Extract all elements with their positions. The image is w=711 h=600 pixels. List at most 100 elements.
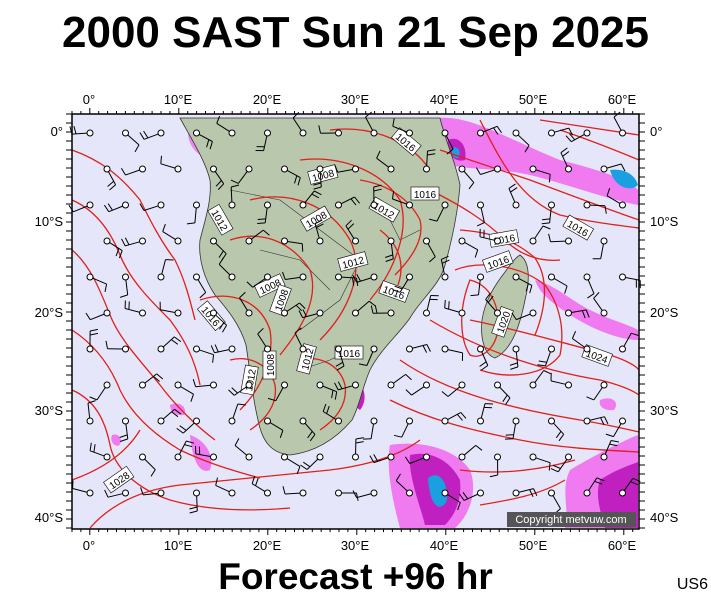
wind-barb (440, 255, 450, 281)
wind-barb (85, 309, 111, 321)
wind-barb (195, 445, 217, 461)
wind-barb (592, 237, 608, 260)
wind-barb (358, 345, 378, 366)
wind-barb (281, 237, 304, 252)
wind-barb (318, 125, 342, 137)
wind-barb (583, 477, 605, 497)
wind-barb (139, 373, 164, 389)
lon-label-top: 60°E (608, 92, 637, 107)
lon-label-bottom: 0° (83, 538, 95, 553)
wind-barb (504, 417, 520, 440)
wind-barb (476, 201, 485, 227)
wind-barb (477, 125, 503, 137)
wind-barb (370, 305, 395, 317)
wind-barb (509, 345, 520, 370)
wind-barb (352, 273, 378, 283)
lon-label-bottom: 10°E (164, 538, 193, 553)
wind-barb (470, 273, 484, 297)
wind-barb (600, 440, 619, 461)
wind-barb (550, 453, 572, 473)
wind-barb (583, 201, 607, 214)
wind-barb (139, 201, 165, 211)
wind-barb (593, 292, 608, 317)
lon-label-top: 20°E (253, 92, 282, 107)
lat-label-left: 40°S (35, 510, 64, 525)
wind-barb (619, 273, 641, 289)
wind-barb (335, 345, 345, 371)
wind-barb (86, 400, 96, 425)
wind-barb (234, 438, 253, 461)
wind-barb (352, 300, 376, 317)
wind-barb (458, 237, 479, 258)
wind-barb (619, 332, 639, 353)
wind-barb (529, 370, 552, 389)
lat-label-right: 0° (650, 124, 662, 139)
wind-barbs (68, 111, 641, 515)
lat-label-left: 0° (51, 124, 63, 139)
wind-barb (157, 408, 182, 425)
wind-barb (159, 301, 182, 317)
lon-label-bottom: 60°E (608, 538, 637, 553)
wind-barb (174, 440, 195, 461)
wind-barb (124, 300, 146, 317)
wind-barb (385, 237, 395, 262)
wind-barb (458, 445, 483, 461)
wind-barb (458, 165, 475, 190)
wind-barb (298, 309, 324, 319)
wind-barb (140, 487, 165, 497)
wind-barb (392, 190, 413, 209)
wind-barb (479, 228, 501, 245)
lat-label-right: 40°S (650, 510, 679, 525)
wind-barb (162, 223, 182, 245)
wind-barb (512, 273, 533, 294)
wind-barb (529, 225, 551, 245)
wind-barb (560, 147, 572, 173)
lat-label-right: 10°S (650, 214, 679, 229)
wind-barb (441, 129, 454, 155)
wind-barb (541, 201, 555, 225)
wind-barb (103, 237, 123, 259)
wind-barb (423, 149, 436, 173)
wind-barb (176, 417, 200, 434)
wind-barb (494, 381, 511, 405)
wind-barb (192, 378, 217, 389)
wind-barb (345, 219, 359, 245)
copyright-text: Copyright metvuw.com (515, 514, 626, 526)
wind-barb (210, 165, 225, 190)
wind-barb (299, 190, 322, 209)
wind-barb (104, 489, 129, 498)
lon-label-bottom: 50°E (519, 538, 548, 553)
wind-barb (186, 201, 200, 225)
wind-barb (216, 115, 236, 137)
wind-barb (230, 165, 253, 184)
wind-barb (105, 340, 129, 353)
wind-barb (565, 309, 590, 319)
wind-barb (477, 403, 494, 425)
wind-barb (246, 273, 271, 288)
wind-barb (294, 327, 307, 353)
wind-barb (352, 489, 378, 499)
wind-barb (282, 271, 307, 281)
wind-barb (86, 273, 108, 293)
wind-barb (245, 229, 270, 245)
wind-barb (322, 403, 342, 425)
forecast-label: Forecast +96 hr (218, 556, 493, 597)
wind-barb (193, 129, 213, 150)
wind-barb (157, 336, 182, 353)
wind-barb (511, 309, 537, 321)
wind-barb (103, 165, 117, 191)
wind-barb (392, 273, 413, 293)
wind-barb (548, 233, 572, 245)
wind-barb (363, 417, 378, 440)
wind-barb (239, 291, 253, 317)
wind-barb (441, 345, 464, 361)
wind-barb (157, 259, 174, 281)
wind-barb (423, 237, 436, 263)
wind-barb (548, 417, 565, 442)
wind-barb (334, 381, 359, 391)
wind-barb (404, 453, 430, 464)
wind-barb (393, 417, 413, 438)
wind-barb (300, 453, 324, 470)
wind-barb (537, 345, 555, 367)
wind-barb (316, 381, 338, 400)
